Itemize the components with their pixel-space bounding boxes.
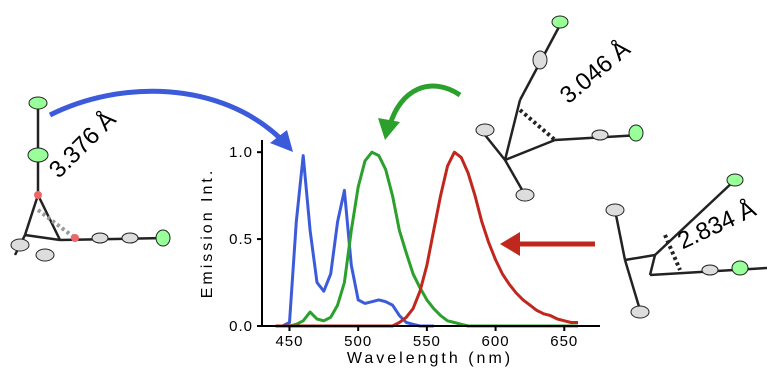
x-tick-label: 600 — [482, 333, 510, 350]
line-series — [276, 152, 578, 326]
x-tick-label: 500 — [344, 333, 372, 350]
annotation: 3.376 Å — [43, 105, 121, 183]
x-tick-label: 650 — [550, 333, 578, 350]
x-tick-label: 550 — [413, 333, 441, 350]
y-tick-label: 0.0 — [229, 318, 253, 335]
y-tick-label: 1.0 — [229, 144, 253, 161]
arrows — [50, 86, 595, 256]
figure: 3.376 Å 3.046 Å 2.834 Å Emission Int. Wa… — [0, 0, 767, 370]
axes — [262, 140, 600, 326]
annotation: 3.046 Å — [554, 35, 635, 110]
x-tick-label: 450 — [275, 333, 303, 350]
y-tick-label: 0.5 — [229, 231, 253, 248]
y-axis-label: Emission Int. — [199, 168, 216, 299]
annotation: 2.834 Å — [673, 195, 760, 255]
x-axis-label: Wavelength (nm) — [347, 350, 513, 367]
line-series — [276, 156, 434, 326]
